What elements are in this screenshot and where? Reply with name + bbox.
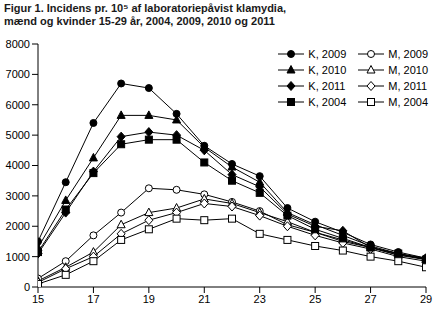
svg-text:3000: 3000: [8, 190, 30, 202]
svg-text:4000: 4000: [8, 159, 30, 171]
svg-text:7000: 7000: [8, 68, 30, 80]
svg-text:23: 23: [254, 293, 266, 305]
html-text:M, 2010: M, 2010: [388, 64, 428, 76]
svg-text:21: 21: [198, 293, 210, 305]
svg-text:15: 15: [32, 293, 44, 305]
svg-text:6000: 6000: [8, 99, 30, 111]
svg-text:29: 29: [420, 293, 432, 305]
svg-text:1000: 1000: [8, 251, 30, 263]
html-text:M, 2011: M, 2011: [388, 80, 428, 92]
svg-text:25: 25: [309, 293, 321, 305]
html-text:M, 2009: M, 2009: [388, 48, 428, 60]
html-text:K, 2010: K, 2010: [308, 64, 347, 76]
svg-text:0: 0: [24, 281, 30, 293]
svg-text:2000: 2000: [8, 220, 30, 232]
html-text:K, 2004: K, 2004: [308, 96, 347, 108]
svg-text:17: 17: [87, 293, 99, 305]
html-text:K, 2009: K, 2009: [308, 48, 347, 60]
svg-text:27: 27: [364, 293, 376, 305]
html-text:Figur 1. Incidens pr. 10⁵ af l: Figur 1. Incidens pr. 10⁵ af laboratorie…: [4, 2, 287, 27]
html-text:K, 2011: K, 2011: [308, 80, 346, 92]
svg-text:8000: 8000: [8, 38, 30, 50]
svg-text:5000: 5000: [8, 129, 30, 141]
html-text:M, 2004: M, 2004: [388, 96, 428, 108]
svg-text:19: 19: [143, 293, 155, 305]
